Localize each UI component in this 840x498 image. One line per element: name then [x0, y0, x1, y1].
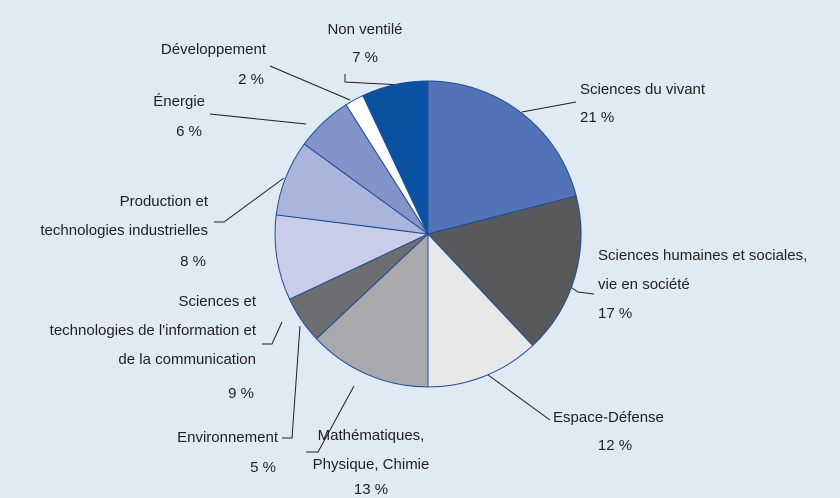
pie-slice: [427, 195, 582, 347]
pie-slice: [315, 232, 429, 388]
slice-label: Physique, Chimie: [313, 456, 430, 473]
leader-line: [214, 177, 285, 223]
slice-label: technologies de l'information et: [50, 322, 257, 339]
value-label: 5 %: [250, 459, 276, 476]
value-label: 9 %: [228, 385, 254, 402]
value-label: 8 %: [180, 253, 206, 270]
slice-label: Mathématiques,: [318, 427, 425, 444]
value-label: 12 %: [598, 437, 632, 454]
pie-slice: [427, 80, 577, 235]
slice-label: vie en société: [598, 276, 690, 293]
value-label: 2 %: [238, 71, 264, 88]
value-label: 17 %: [598, 305, 632, 322]
pie-slice: [427, 232, 534, 388]
value-label: 21 %: [580, 109, 614, 126]
slice-label: Sciences du vivant: [580, 81, 706, 98]
pie-slice: [274, 214, 430, 300]
slice-label: Développement: [161, 41, 267, 58]
slice-label: Espace-Défense: [553, 409, 664, 426]
pie-slice: [362, 80, 429, 235]
slice-label: Non ventilé: [327, 21, 402, 38]
slice-label: de la communication: [118, 351, 256, 368]
leader-line: [521, 101, 577, 113]
slice-label: Environnement: [177, 429, 279, 446]
leader-line: [282, 325, 301, 439]
leader-line: [262, 321, 283, 345]
slice-label: Énergie: [153, 93, 205, 110]
slice-label: technologies industrielles: [40, 222, 208, 239]
value-label: 6 %: [176, 123, 202, 140]
value-label: 7 %: [352, 49, 378, 66]
leader-line: [306, 385, 355, 453]
leader-line: [269, 65, 351, 101]
slice-label: Production et: [120, 193, 209, 210]
slice-label: Sciences humaines et sociales,: [598, 247, 807, 264]
leader-line: [209, 113, 307, 125]
value-label: 13 %: [354, 481, 388, 498]
slice-label: Sciences et: [178, 293, 256, 310]
leader-line: [483, 371, 551, 421]
